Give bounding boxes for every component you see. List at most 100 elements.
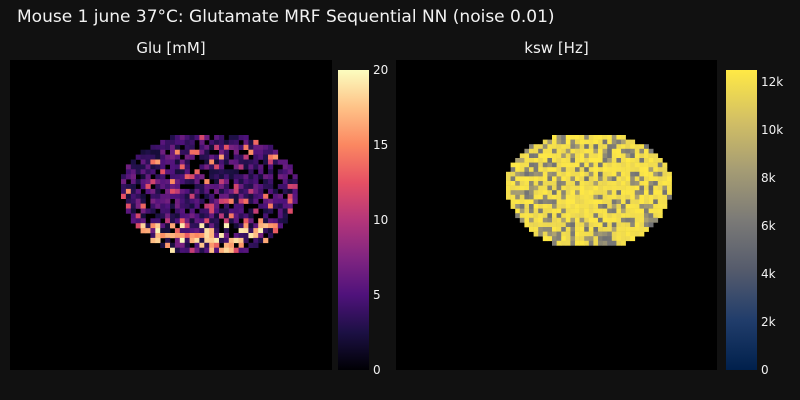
ksw-pixel	[552, 204, 557, 209]
ksw-pixel	[630, 185, 636, 191]
glu-pixel	[223, 218, 230, 224]
glu-pixel	[204, 179, 210, 185]
glu-pixel	[233, 169, 239, 175]
glu-pixel	[179, 213, 185, 219]
ksw-pixel	[607, 222, 613, 228]
glu-pixel	[238, 198, 244, 204]
ksw-pixel	[547, 213, 553, 219]
glu-pixel	[125, 208, 132, 214]
ksw-pixel	[565, 167, 571, 173]
glu-pixel	[282, 208, 288, 214]
glu-pixel	[150, 203, 156, 209]
ksw-pixel	[621, 185, 626, 191]
glu-pixel	[170, 169, 176, 175]
glu-pixel	[214, 174, 220, 180]
ksw-pixel	[607, 153, 613, 159]
ksw-pixel	[542, 144, 548, 150]
ksw-panel-title: ksw [Hz]	[524, 39, 589, 57]
glu-pixel	[243, 174, 249, 180]
ksw-pixel	[575, 171, 580, 177]
glu-pixel	[277, 213, 283, 219]
glu-pixel	[160, 233, 166, 239]
glu-pixel	[238, 174, 244, 180]
ksw-pixel	[552, 135, 557, 140]
ksw-pixel	[570, 171, 576, 177]
ksw-pixel	[529, 208, 534, 214]
ksw-pixel	[662, 190, 668, 196]
colorbar-tick-label: 0	[761, 363, 769, 377]
ksw-pixel	[529, 162, 534, 168]
glu-pixel	[243, 184, 249, 190]
glu-pixel	[277, 193, 283, 199]
ksw-pixel	[556, 153, 562, 159]
glu-pixel	[194, 218, 200, 224]
glu-heatmap-plot[interactable]	[10, 60, 332, 370]
ksw-pixel	[634, 148, 640, 154]
glu-pixel	[194, 184, 200, 190]
ksw-pixel	[552, 158, 557, 163]
ksw-pixel	[648, 153, 654, 159]
glu-pixel	[135, 198, 141, 204]
glu-pixel	[238, 184, 244, 190]
ksw-pixel	[515, 162, 521, 168]
ksw-pixel	[625, 176, 631, 182]
glu-pixel	[253, 223, 259, 229]
glu-pixel	[160, 198, 166, 204]
glu-pixel	[238, 144, 244, 150]
glu-pixel	[287, 164, 293, 170]
ksw-pixel	[556, 158, 562, 163]
ksw-pixel	[542, 213, 548, 219]
ksw-pixel	[561, 176, 567, 182]
glu-pixel	[135, 164, 141, 170]
glu-pixel	[258, 184, 264, 190]
glu-pixel	[130, 193, 136, 199]
ksw-pixel	[547, 231, 553, 237]
ksw-pixel	[616, 139, 622, 145]
glu-pixel	[184, 159, 190, 165]
ksw-pixel	[533, 190, 539, 196]
ksw-pixel	[653, 208, 659, 214]
glu-pixel	[228, 188, 234, 195]
glu-pixel	[174, 139, 181, 146]
glu-pixel	[243, 179, 249, 185]
glu-pixel	[199, 247, 205, 253]
glu-pixel	[199, 184, 205, 190]
glu-pixel	[243, 135, 249, 141]
ksw-pixel	[561, 144, 567, 150]
ksw-pixel	[565, 153, 571, 159]
ksw-pixel	[621, 227, 626, 232]
ksw-pixel	[621, 181, 626, 186]
ksw-pixel	[611, 222, 617, 228]
ksw-colorbar	[726, 70, 757, 370]
glu-pixel	[263, 208, 269, 214]
glu-pixel	[130, 208, 136, 214]
glu-pixel	[209, 228, 215, 234]
ksw-pixel	[634, 217, 640, 223]
ksw-pixel	[538, 185, 544, 191]
glu-pixel	[268, 228, 274, 234]
ksw-pixel	[552, 231, 557, 237]
ksw-pixel	[653, 204, 659, 209]
ksw-pixel	[621, 240, 626, 246]
glu-pixel	[145, 164, 151, 170]
glu-pixel	[209, 144, 215, 150]
ksw-pixel	[639, 227, 645, 232]
ksw-pixel	[565, 231, 571, 237]
ksw-pixel	[547, 167, 553, 173]
glu-pixel	[135, 193, 141, 199]
ksw-pixel	[510, 171, 516, 177]
ksw-pixel	[510, 190, 516, 196]
ksw-pixel	[657, 181, 663, 186]
glu-pixel	[194, 242, 200, 248]
ksw-pixel	[611, 208, 617, 214]
glu-pixel	[228, 237, 234, 244]
ksw-heatmap-plot[interactable]	[396, 60, 717, 370]
ksw-pixel	[519, 171, 525, 177]
glu-pixel	[150, 208, 156, 214]
glu-pixel	[272, 154, 279, 160]
glu-pixel	[272, 198, 279, 204]
glu-pixel	[263, 179, 269, 185]
glu-pixel	[248, 139, 254, 146]
ksw-pixel	[593, 139, 599, 145]
glu-pixel	[135, 179, 141, 185]
